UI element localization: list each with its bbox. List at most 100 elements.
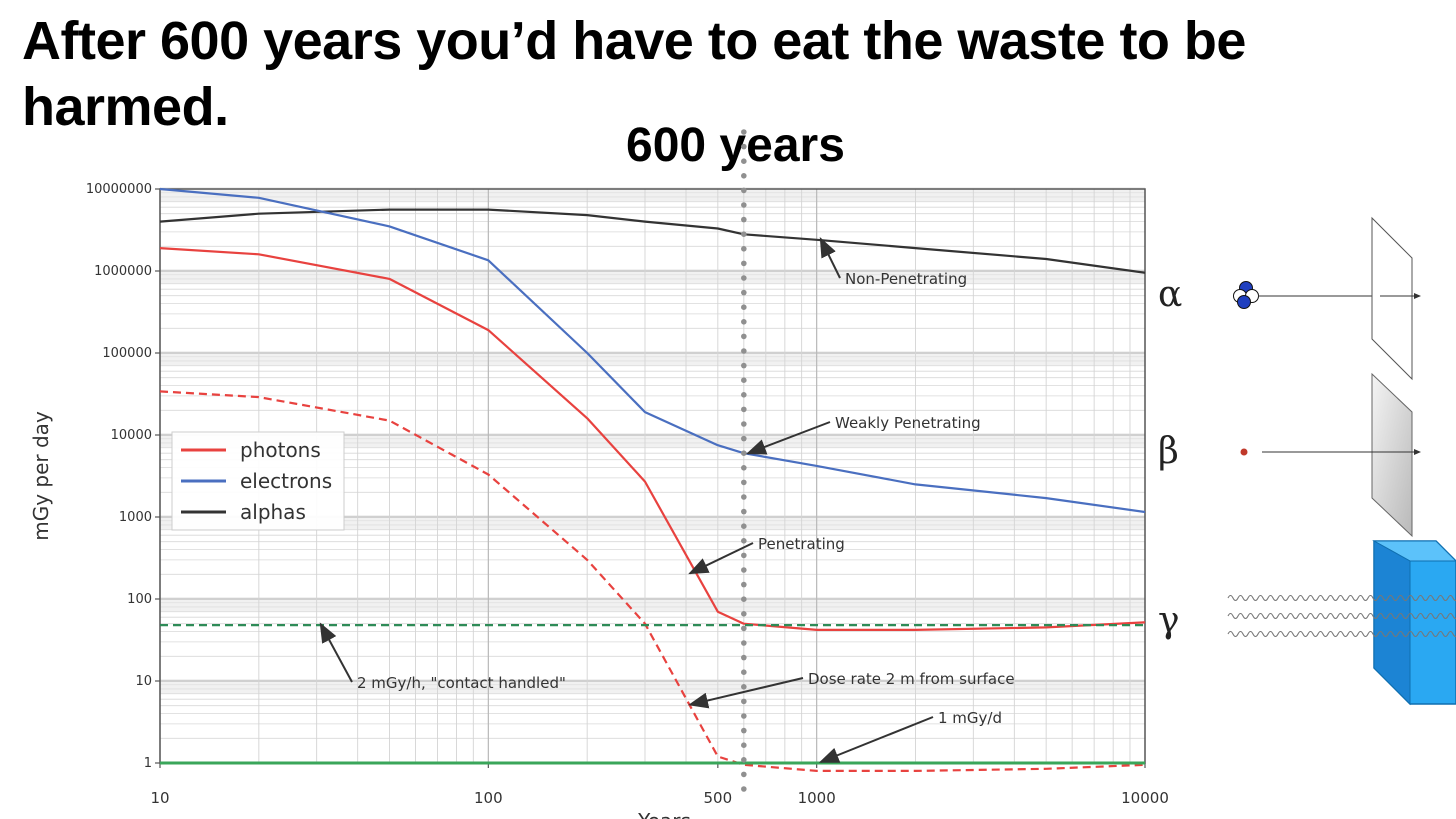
x-axis-label: Years <box>637 809 691 819</box>
lead-block-side <box>1373 540 1411 706</box>
marker-dot <box>741 158 747 164</box>
marker-dot <box>741 333 747 340</box>
grid-band <box>160 515 1145 529</box>
y-axis-label: mGy per day <box>29 411 53 541</box>
marker-dot <box>741 173 747 179</box>
marker-dot <box>741 713 747 719</box>
marker-label: 600 years <box>626 119 845 172</box>
gamma-wave-icon <box>1227 630 1456 638</box>
radiation-symbol: γ <box>1158 600 1180 641</box>
x-tick-label: 100 <box>474 789 503 807</box>
marker-dot <box>741 786 747 792</box>
series-line <box>159 390 1146 772</box>
annotation-arrow <box>688 677 804 709</box>
gamma-wave-icon <box>1227 612 1456 620</box>
marker-dot <box>741 508 747 515</box>
series-layer <box>159 187 1146 772</box>
marker-dot <box>741 757 747 763</box>
grid-band <box>160 187 1145 201</box>
y-tick-label: 10000 <box>111 428 152 443</box>
marker-dot <box>741 625 747 632</box>
annotation-label: 2 mGy/h, "contact handled" <box>357 674 566 692</box>
marker-dot <box>741 669 747 675</box>
marker-dot <box>741 698 747 705</box>
y-tick-label: 10 <box>135 674 152 689</box>
marker-dot <box>741 450 747 457</box>
grid-band <box>160 351 1145 365</box>
radiation-types-panel: α β γ <box>1158 216 1456 706</box>
marker-dot <box>741 231 747 237</box>
marker-dot <box>741 742 747 748</box>
marker-dot <box>741 289 747 296</box>
series-line <box>159 208 1146 274</box>
y-tick-label: 1000 <box>119 510 152 525</box>
series-line <box>159 187 1146 514</box>
marker-dot <box>741 596 747 602</box>
marker-dot <box>741 640 747 646</box>
annotation-arrow <box>319 622 353 683</box>
x-tick-label: 500 <box>704 789 733 807</box>
annotation-arrow <box>818 716 934 763</box>
grid-band <box>160 597 1145 611</box>
grid-band <box>160 269 1145 283</box>
annotation-layer: Non-Penetrating Weakly Penetrating Penetra… <box>319 237 1015 763</box>
marker-dot <box>741 246 747 252</box>
gamma-wave-icon <box>1227 594 1456 602</box>
x-tick-label: 10000 <box>1121 789 1169 807</box>
annotation-arrow <box>688 542 754 575</box>
paper-sheet-icon <box>1371 216 1413 381</box>
marker-dot <box>741 202 747 208</box>
marker-dot <box>741 421 747 427</box>
annotation-arrow <box>819 237 841 279</box>
marker-dot <box>741 538 747 544</box>
marker-dot <box>741 187 747 194</box>
grid-band <box>160 433 1145 447</box>
annotation-label: 1 mGy/d <box>938 709 1002 727</box>
x-tick-label: 10 <box>150 789 169 807</box>
marker-dot <box>741 435 747 442</box>
marker-dot <box>741 348 747 354</box>
marker-dot <box>741 216 747 223</box>
marker-dot <box>741 523 747 529</box>
marker-dot <box>741 654 747 661</box>
legend: photons electrons alphas <box>171 431 345 531</box>
marker-dot <box>741 727 747 734</box>
y-tick-label: 10000000 <box>86 182 152 197</box>
marker-dot <box>741 275 747 281</box>
aluminium-sheet-icon <box>1371 372 1413 538</box>
annotation-label: Dose rate 2 m from surface <box>808 670 1015 688</box>
marker-dot <box>741 392 747 398</box>
marker-dot <box>741 319 747 325</box>
radiation-symbol: α <box>1158 274 1182 315</box>
y-tick-label: 1000000 <box>94 264 152 279</box>
y-tick-label: 100 <box>127 592 152 607</box>
legend-label: alphas <box>240 500 306 524</box>
annotation-label: Penetrating <box>758 535 845 553</box>
marker-dot <box>741 479 747 486</box>
annotation-arrow <box>745 421 831 455</box>
annotation-label: Weakly Penetrating <box>835 414 981 432</box>
y-tick-label: 1 <box>144 756 152 771</box>
y-tick-label: 100000 <box>102 346 152 361</box>
marker-dot <box>741 552 747 559</box>
marker-dot <box>741 406 747 413</box>
alpha-particle-icon <box>1237 295 1251 309</box>
marker-dot <box>741 143 747 150</box>
grid-band <box>160 679 1145 693</box>
annotation-label: Non-Penetrating <box>845 270 967 288</box>
marker-dot <box>741 611 747 617</box>
marker-dot <box>741 362 747 369</box>
beta-particle-icon <box>1240 448 1248 456</box>
radiation-symbol: β <box>1158 431 1179 472</box>
marker-dot <box>741 260 747 267</box>
marker-layer <box>741 129 747 792</box>
slide-title: After 600 years you’d have to eat the wa… <box>22 11 1246 137</box>
marker-dot <box>741 581 747 588</box>
legend-label: electrons <box>240 469 332 493</box>
series-line <box>159 247 1146 631</box>
x-tick-label: 1000 <box>798 789 836 807</box>
marker-dot <box>741 567 747 573</box>
marker-dot <box>741 771 747 778</box>
marker-dot <box>741 129 747 135</box>
marker-dot <box>741 377 747 384</box>
